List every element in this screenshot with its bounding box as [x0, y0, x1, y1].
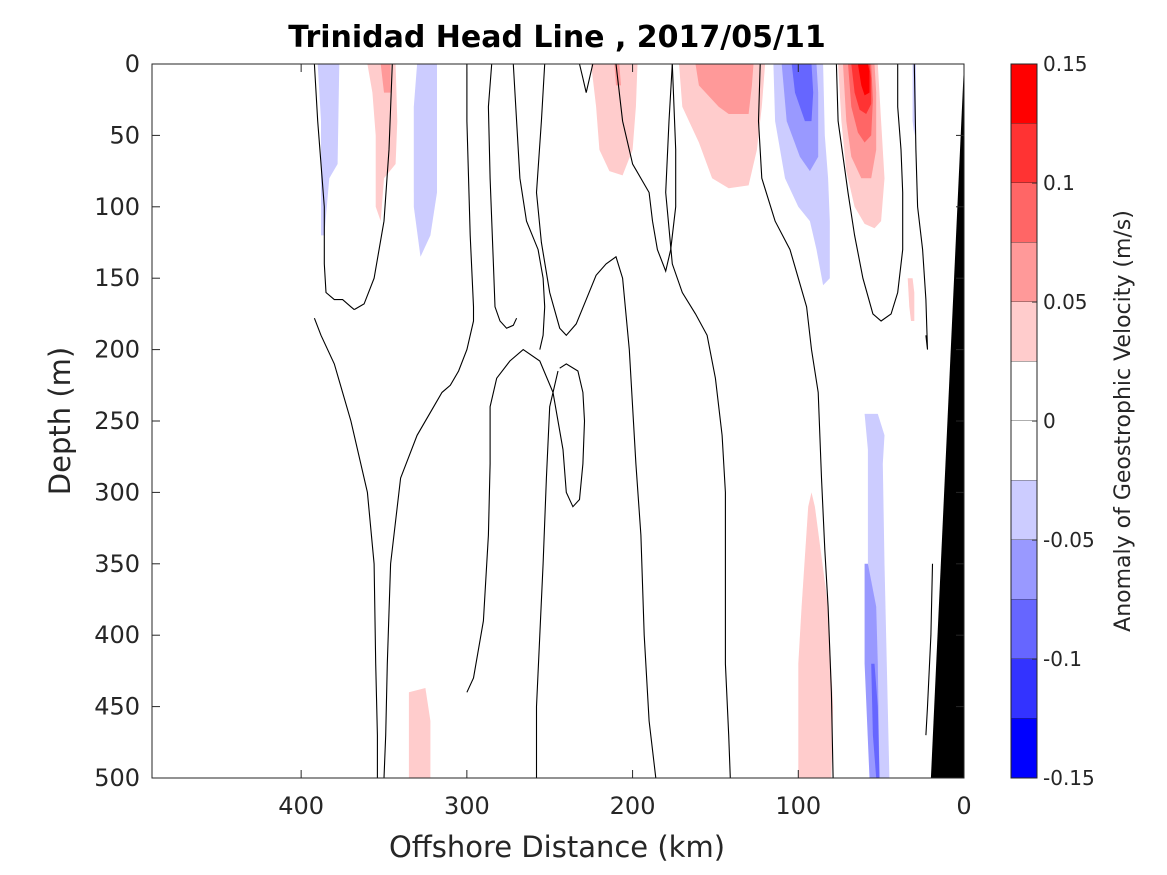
y-tick-label: 450 — [94, 693, 140, 721]
y-tick-label: 0 — [125, 50, 140, 78]
colorbar-level-2 — [1011, 183, 1037, 243]
colorbar-tick-label: -0.05 — [1043, 528, 1095, 552]
zero-contour-15 — [925, 563, 934, 736]
plot-area — [151, 63, 965, 779]
zero-contour-8 — [535, 63, 657, 779]
zero-contour-13 — [835, 63, 904, 322]
y-tick-label: 350 — [94, 550, 140, 578]
colorbar-tick-label: 0.15 — [1043, 52, 1088, 76]
y-tick-label: 200 — [94, 336, 140, 364]
zero-contour-11 — [665, 63, 731, 779]
colorbar-level-8 — [1011, 540, 1037, 600]
zero-contour-3 — [313, 318, 378, 778]
colorbar-tick-label: 0 — [1043, 409, 1056, 433]
y-tick-label: 250 — [94, 407, 140, 435]
zero-contour-2 — [383, 64, 475, 779]
y-tick-label: 50 — [109, 121, 140, 149]
colorbar-level-7 — [1011, 480, 1037, 540]
y-tick-label: 100 — [94, 193, 140, 221]
region-neg-5c — [871, 663, 880, 778]
y-axis-ticks: 0 50 100 150 200 250 300 350 400 450 500 — [94, 50, 964, 792]
colorbar-level-9 — [1011, 599, 1037, 659]
region-pos-3b — [695, 64, 754, 114]
zero-contour-7 — [615, 63, 677, 273]
velocity-regions — [317, 64, 916, 778]
x-tick-label: 400 — [278, 792, 324, 820]
region-pos-1 — [367, 64, 398, 222]
zero-contours — [313, 63, 934, 779]
chart-title: Trinidad Head Line , 2017/05/11 — [288, 20, 825, 55]
zero-contour-6 — [487, 63, 518, 329]
colorbar-level-10 — [1011, 659, 1037, 719]
region-pos-2 — [591, 64, 638, 176]
zero-contour-0 — [313, 63, 355, 311]
colorbar: 0.15 0.1 0.05 0 -0.05 -0.1 -0.15 — [1010, 52, 1095, 790]
y-tick-label: 300 — [94, 478, 140, 506]
region-pos-6 — [798, 492, 834, 778]
land-mask — [930, 64, 964, 778]
colorbar-level-1 — [1011, 123, 1037, 183]
colorbar-tick-label: -0.1 — [1043, 647, 1082, 671]
colorbar-level-3 — [1011, 242, 1037, 302]
x-axis-label: Offshore Distance (km) — [389, 830, 725, 864]
colorbar-level-5 — [1011, 361, 1037, 421]
colorbar-tick-label: -0.15 — [1043, 766, 1095, 790]
zero-contour-14 — [913, 63, 929, 350]
x-tick-label: 0 — [956, 792, 971, 820]
colorbar-tick-label: 0.1 — [1043, 171, 1075, 195]
y-axis-label: Depth (m) — [43, 347, 77, 495]
x-tick-label: 300 — [444, 792, 490, 820]
y-tick-label: 500 — [94, 764, 140, 792]
x-tick-label: 100 — [775, 792, 821, 820]
zero-contour-5 — [578, 63, 594, 93]
zero-contour-12 — [757, 63, 834, 779]
colorbar-level-6 — [1011, 421, 1037, 481]
region-pos-5 — [907, 278, 915, 321]
region-pos-1b — [380, 64, 391, 93]
zero-contour-4 — [512, 63, 546, 350]
colorbar-level-4 — [1011, 302, 1037, 362]
x-axis-ticks: 400 300 200 100 0 — [278, 64, 972, 820]
colorbar-level-11 — [1011, 718, 1037, 778]
colorbar-tick-label: 0.05 — [1043, 290, 1088, 314]
x-tick-label: 200 — [610, 792, 656, 820]
region-pos-4e — [857, 64, 870, 96]
region-neg-3c — [791, 64, 814, 122]
y-tick-label: 400 — [94, 621, 140, 649]
region-neg-2 — [413, 64, 437, 257]
colorbar-level-0 — [1011, 64, 1037, 124]
zero-contour-10 — [535, 370, 559, 778]
colorbar-label: Anomaly of Geostrophic Velocity (m/s) — [1111, 210, 1136, 632]
y-tick-label: 150 — [94, 264, 140, 292]
region-pos-7 — [408, 688, 431, 778]
zero-contour-1 — [353, 63, 393, 311]
